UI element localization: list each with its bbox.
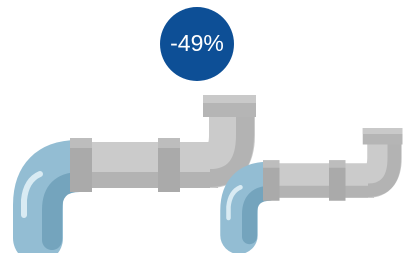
illustration: -49%	[0, 0, 403, 253]
page: -49% (() => { const data = JSON.parse(do…	[0, 0, 403, 253]
pipe-small	[229, 128, 403, 237]
badge-label: -49%	[170, 30, 224, 56]
